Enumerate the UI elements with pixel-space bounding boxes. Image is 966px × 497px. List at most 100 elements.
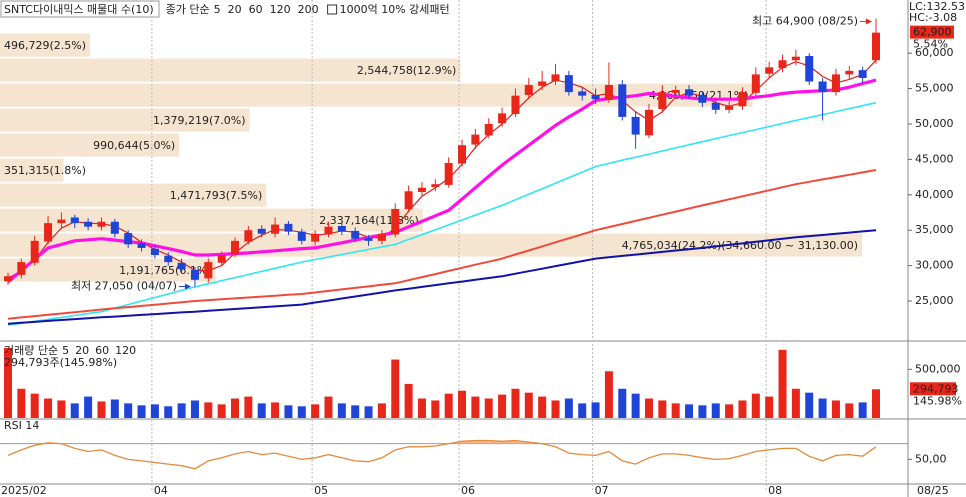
volume-bar [618,388,627,418]
candle-body [471,134,480,145]
candle-body [458,145,467,164]
volume-bar [765,396,774,418]
profile-band [0,108,250,132]
candle-body [177,262,186,270]
candle-body [244,230,253,242]
moving-average-line [7,59,877,279]
candle-body [738,92,747,107]
candle-body [658,92,667,110]
volume-bar [284,405,293,418]
x-tick-label: 2025/02 [1,484,47,497]
legend-entry: 120 [270,3,291,16]
volume-bar [484,398,493,418]
last-volume-label: 294,793 [913,382,959,395]
candle-body [324,226,333,235]
rsi-title: RSI 14 [4,419,39,432]
candle-body [444,162,453,185]
volume-bar [177,403,186,418]
candle-body [284,223,293,232]
volume-bar [257,403,266,418]
candle-body [84,221,93,227]
candle-body [765,67,774,74]
candle-body [4,276,12,282]
volume-bar [845,403,854,418]
last-volume-tag [910,382,956,396]
volume-bar [164,406,173,418]
volume-bar [57,400,66,418]
profile-band [0,33,90,57]
candle-body [644,109,653,136]
candle-body [725,106,734,110]
candle-body [604,85,613,100]
y-tick-label: 60,000 [915,46,954,59]
candle-body [551,74,560,82]
candle-body [30,240,39,263]
legend-entry: 60 [95,344,109,357]
legend-prefix: 종가 단순 [166,3,210,16]
volume-bar [778,349,787,418]
candle-body [391,208,400,235]
volume-bar [231,398,240,418]
candle-body [351,230,360,239]
legend-entry: 20 [228,3,242,16]
hc-label: HC:-3.08 [909,11,957,24]
volume-bar [872,389,880,418]
profile-band [0,208,423,232]
last-date-label: 08/25 [917,484,949,497]
volume-bar [791,388,800,418]
candle-body [204,262,213,279]
candle-body [591,94,600,100]
volume-bar [271,402,280,418]
candle-body [297,231,306,241]
volume-bar [698,405,707,418]
candle-body [311,233,320,242]
low-note: 최저 27,050 (04/07) [71,280,177,293]
candle-body [44,223,53,242]
volume-bar [671,403,680,418]
volume-bar [658,400,667,418]
candle-body [431,184,440,188]
candle-body [618,84,627,117]
volume-title: 거래량 단순 [4,344,58,357]
volume-bar [70,403,79,418]
candle-body [538,81,547,86]
title-box [0,0,160,18]
last-price-label: 62,900 [913,26,952,39]
candle-body [711,102,720,110]
volume-bar [150,404,159,418]
candle-body [631,116,640,135]
volume-bar [377,403,386,418]
legend-entry: 120 [115,344,136,357]
candle-body [685,89,694,96]
candle-body [791,56,800,61]
legend-entry: 20 [75,344,89,357]
profile-label: 496,729(2.5%) [4,39,86,52]
y-tick-label: 45,000 [915,152,954,165]
y-tick-label: 35,000 [915,223,954,236]
volume-bar [17,388,26,418]
y-tick-label: 25,000 [915,294,954,307]
volume-bar [297,406,306,418]
candle-body [57,219,66,224]
volume-profile: 496,729(2.5%)2,544,758(12.9%)4,160,059(2… [0,33,862,282]
volume-bar [458,390,467,418]
candle-body [778,60,787,69]
profile-label: 1,379,219(7.0%) [153,114,246,127]
x-tick-label: 06 [461,484,475,497]
profile-label: 990,644(5.0%) [93,139,175,152]
volume-bar [498,394,507,418]
moving-average-line [6,78,877,284]
lc-label: LC:132.53 [909,0,965,13]
profile-label: 1,471,793(7.5%) [170,189,263,202]
volume-bar [685,404,694,418]
candle-body [217,255,226,263]
high-note: 최고 64,900 (08/25) [752,14,858,27]
volume-bar [204,402,213,418]
candle-body [124,233,133,245]
profile-band [0,258,216,282]
volume-bar [110,399,119,418]
candle-body [190,269,199,280]
volume-bar [818,398,827,418]
y-tick-label: 40,000 [915,188,954,201]
legend-entry: 5 [214,3,221,16]
